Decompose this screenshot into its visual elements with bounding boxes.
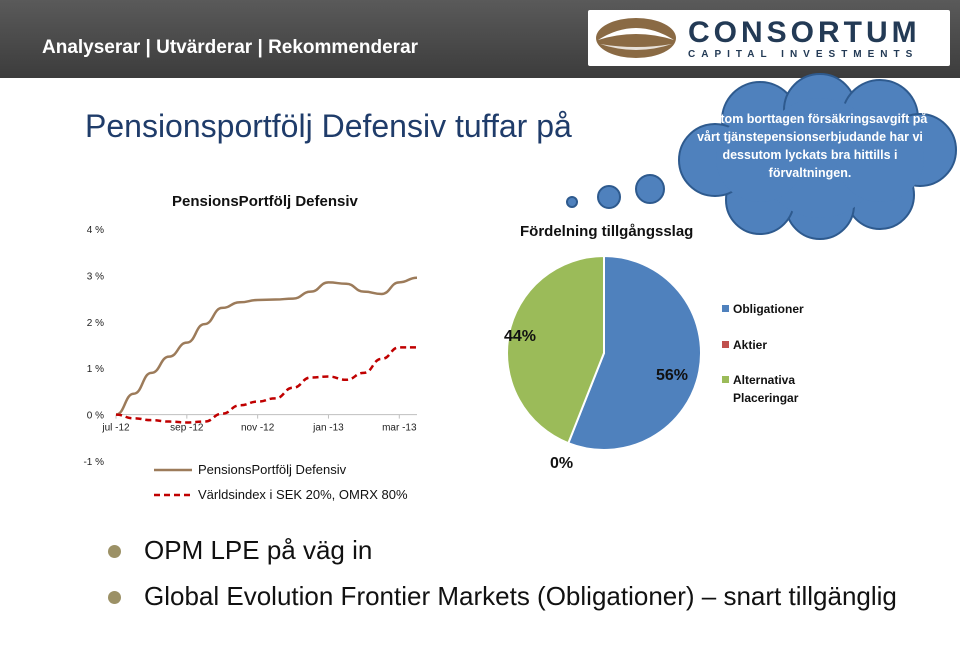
line-chart-title: PensionsPortfölj Defensiv — [172, 193, 359, 210]
line-chart: PensionsPortfölj Defensiv -1 % 0 % 1 % 2 % 3… — [83, 193, 418, 502]
bullet-list: OPM LPE på väg in Global Evolution Front… — [108, 534, 948, 626]
y-tick-label: 0 % — [87, 411, 104, 422]
pie-slice-label: 56% — [656, 367, 688, 384]
header-banner: Analyserar | Utvärderar | Rekommenderar … — [0, 0, 960, 78]
y-tick-label: 2 % — [87, 318, 104, 329]
legend-label: Alternativa Placeringar — [733, 373, 799, 405]
y-tick-label: 4 % — [87, 225, 104, 236]
y-tick-label: 3 % — [87, 271, 104, 282]
legend-swatch — [722, 341, 729, 348]
bullet-text: OPM LPE på väg in — [144, 535, 373, 565]
legend-label: Världsindex i SEK 20%, OMRX 80% — [198, 487, 408, 502]
bullet-dot-icon — [108, 545, 121, 558]
pie-chart-title: Fördelning tillgångsslag — [520, 223, 693, 240]
legend-label: Aktier — [733, 338, 767, 352]
consortum-logo: CONSORTUM CAPITAL INVESTMENTS — [588, 10, 950, 66]
logo-emblem-icon — [596, 18, 676, 58]
logo-subtitle: CAPITAL INVESTMENTS — [688, 49, 919, 60]
pie-slice-label: 0% — [550, 455, 573, 472]
logo-wordmark: CONSORTUM — [688, 16, 921, 49]
y-tick-label: 1 % — [87, 364, 104, 375]
pie-slice — [506, 254, 605, 445]
legend-label: PensionsPortfölj Defensiv — [198, 462, 347, 477]
bullet-item: Global Evolution Frontier Markets (Oblig… — [108, 580, 948, 612]
series-line-index — [115, 346, 417, 424]
x-tick-label: sep -12 — [170, 423, 204, 434]
pie-chart: Fördelning tillgångsslag 56% 0% 44% Obliga… — [504, 223, 804, 472]
x-tick-label: nov -12 — [241, 423, 275, 434]
thought-bubble-text: Förutom borttagen försäkringsavgift på v… — [692, 112, 928, 180]
x-tick-label: jan -13 — [312, 423, 344, 434]
bullet-item: OPM LPE på väg in — [108, 534, 948, 566]
series-line-portfolio — [115, 276, 418, 416]
x-tick-label: mar -13 — [382, 423, 417, 434]
bubble-dot-small — [566, 196, 578, 208]
legend-swatch — [722, 376, 729, 383]
tagline: Analyserar | Utvärderar | Rekommenderar — [42, 37, 419, 58]
bullet-dot-icon — [108, 591, 121, 604]
pie-slice — [566, 254, 702, 451]
legend-label: Obligationer — [733, 302, 804, 316]
x-tick-label: jul -12 — [101, 423, 130, 434]
legend-swatch — [722, 305, 729, 312]
bubble-dot-large — [635, 174, 665, 204]
slide-title: Pensionsportfölj Defensiv tuffar på — [85, 108, 572, 144]
pie-slice-label: 44% — [504, 328, 536, 345]
bubble-dot-medium — [597, 185, 621, 209]
y-tick-label: -1 % — [83, 457, 104, 468]
bullet-text: Global Evolution Frontier Markets (Oblig… — [144, 581, 897, 611]
